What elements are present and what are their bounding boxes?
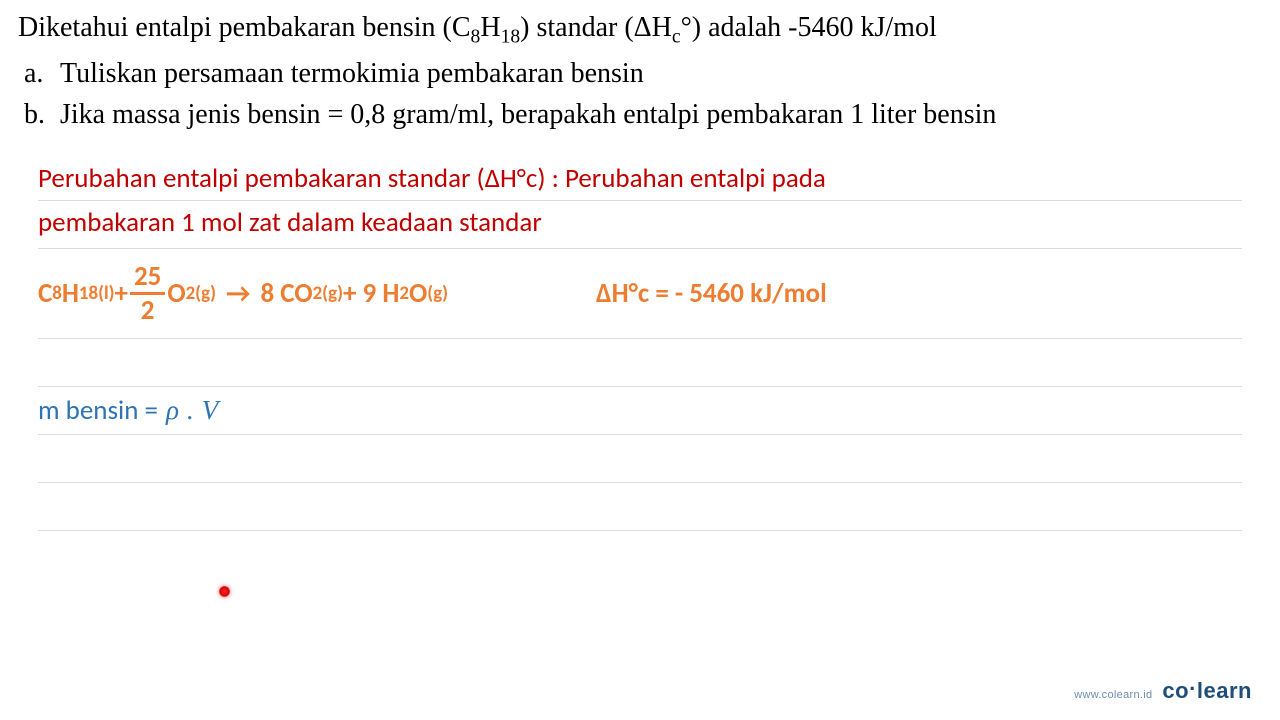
- subscript: 2: [399, 282, 409, 305]
- mass-equation: m bensin = ρ. V: [38, 394, 218, 427]
- problem-item-a: a. Tuliskan persamaan termokimia pembaka…: [18, 54, 1262, 95]
- definition-line-2: pembakaran 1 mol zat dalam keadaan stand…: [38, 201, 1242, 249]
- mass-label: m bensin =: [38, 394, 158, 427]
- formula-segment: 8 CO: [260, 277, 312, 310]
- subscript: c: [672, 27, 681, 48]
- arrow-icon: →: [226, 277, 250, 310]
- subscript: 8: [52, 282, 62, 305]
- rho-symbol: ρ: [166, 395, 179, 426]
- empty-line: [38, 339, 1242, 387]
- dot-operator: .: [187, 395, 194, 426]
- subscript: 18(l): [79, 282, 115, 305]
- combustion-equation: C8H18(l) + 252O2(g)→ 8 CO2(g) + 9 H2O(g)…: [38, 263, 1242, 324]
- equation-delta-h: ΔH°c = - 5460 kJ/mol: [596, 277, 827, 310]
- brand-learn: learn: [1197, 678, 1252, 703]
- subscript: 2(g): [186, 282, 216, 305]
- text-segment: H: [480, 12, 500, 43]
- empty-line: [38, 435, 1242, 483]
- text-segment: ) standar (ΔH: [520, 12, 672, 43]
- formula-segment: O: [167, 277, 185, 310]
- problem-intro: Diketahui entalpi pembakaran bensin (C8H…: [18, 8, 1262, 52]
- subscript: 8: [471, 27, 481, 48]
- fraction-denominator: 2: [137, 295, 159, 324]
- item-bullet: b.: [24, 95, 46, 136]
- definition-line-1: Perubahan entalpi pembakaran standar (ΔH…: [38, 153, 1242, 201]
- text-segment: Diketahui entalpi pembakaran bensin (C: [18, 12, 471, 43]
- brand-logo: co·learn: [1162, 678, 1252, 704]
- fraction-numerator: 25: [130, 263, 165, 295]
- subscript: 2(g): [313, 282, 343, 305]
- problem-statement: Diketahui entalpi pembakaran bensin (C8H…: [0, 0, 1280, 135]
- volume-symbol: V: [202, 395, 219, 426]
- brand-co: co: [1162, 678, 1189, 703]
- formula-segment: C: [38, 277, 52, 310]
- item-text: Jika massa jenis bensin = 0,8 gram/ml, b…: [60, 95, 996, 136]
- item-bullet: a.: [24, 54, 46, 95]
- problem-item-b: b. Jika massa jenis bensin = 0,8 gram/ml…: [18, 95, 1262, 136]
- footer-url: www.colearn.id: [1074, 689, 1152, 701]
- formula-segment: O: [409, 277, 427, 310]
- definition-text: pembakaran 1 mol zat dalam keadaan stand…: [38, 206, 542, 239]
- item-text: Tuliskan persamaan termokimia pembakaran…: [60, 54, 644, 95]
- brand-dot: ·: [1189, 676, 1197, 701]
- laser-pointer-icon: [219, 586, 230, 597]
- equation-left: C8H18(l) + 252O2(g)→ 8 CO2(g) + 9 H2O(g): [38, 263, 448, 324]
- plus-sign: +: [114, 277, 127, 310]
- fraction: 252: [130, 263, 165, 324]
- empty-line: [38, 483, 1242, 531]
- footer: www.colearn.id co·learn: [1074, 678, 1252, 704]
- notes-area: Perubahan entalpi pembakaran standar (ΔH…: [0, 153, 1280, 531]
- subscript: (g): [427, 282, 448, 305]
- formula-segment: + 9 H: [343, 277, 399, 310]
- mass-equation-row: m bensin = ρ. V: [38, 387, 1242, 435]
- equation-row: C8H18(l) + 252O2(g)→ 8 CO2(g) + 9 H2O(g)…: [38, 249, 1242, 339]
- definition-text: Perubahan entalpi pembakaran standar (ΔH…: [38, 162, 826, 195]
- subscript: 18: [501, 27, 521, 48]
- formula-segment: H: [62, 277, 79, 310]
- text-segment: °) adalah -5460 kJ/mol: [681, 12, 937, 43]
